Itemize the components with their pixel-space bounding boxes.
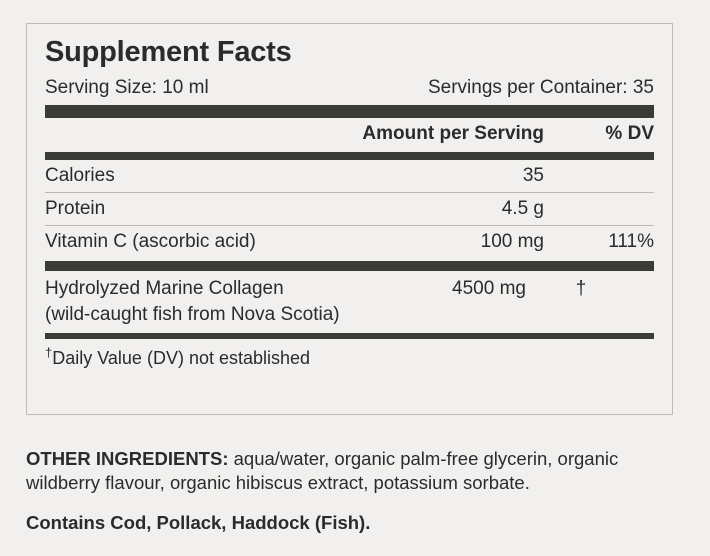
daily-value-footnote: †Daily Value (DV) not established: [45, 339, 654, 369]
divider-bar-top: [45, 104, 654, 118]
panel-inner: Supplement Facts Serving Size: 10 ml Ser…: [27, 36, 672, 369]
nutrient-amount: 35: [522, 164, 544, 186]
row-separator: [45, 191, 654, 193]
nutrient-dv: 111%: [608, 230, 654, 252]
other-ingredients-label: OTHER INGREDIENTS:: [26, 448, 229, 469]
nutrient-amount: 100 mg: [480, 230, 544, 252]
nutrient-name: Protein: [45, 197, 106, 219]
other-ingredients-block: OTHER INGREDIENTS: aqua/water, organic p…: [26, 447, 686, 494]
table-row: Protein 4.5 g: [45, 193, 654, 225]
divider-bar-bottom: [45, 332, 654, 339]
divider-bar-headers: [45, 151, 654, 160]
ingredient-name: Hydrolyzed Marine Collagen: [45, 277, 284, 299]
amount-per-serving-header: Amount per Serving: [362, 122, 544, 144]
serving-info-row: Serving Size: 10 ml Servings per Contain…: [45, 77, 654, 99]
servings-per-container: Servings per Container: 35: [427, 76, 654, 98]
allergen-contains-statement: Contains Cod, Pollack, Haddock (Fish).: [26, 512, 371, 533]
nutrient-amount: 4.5 g: [501, 197, 544, 219]
supplement-facts-panel: Supplement Facts Serving Size: 10 ml Ser…: [26, 23, 673, 415]
panel-title: Supplement Facts: [45, 36, 292, 68]
ingredient-source-note: (wild-caught fish from Nova Scotia): [45, 303, 340, 325]
nutrient-name: Vitamin C (ascorbic acid): [45, 230, 256, 252]
percent-dv-header: % DV: [605, 122, 654, 144]
table-row: Vitamin C (ascorbic acid) 100 mg 111%: [45, 226, 654, 258]
serving-size: Serving Size: 10 ml: [45, 76, 209, 98]
table-row: Calories 35: [45, 160, 654, 192]
footnote-dagger-symbol: †: [45, 344, 53, 360]
ingredient-dv-symbol: †: [575, 277, 587, 299]
cut-off-text-line: [26, 548, 626, 556]
nutrient-name: Calories: [45, 164, 115, 186]
divider-bar-middle: [45, 260, 654, 271]
row-separator: [45, 224, 654, 226]
footnote-text: Daily Value (DV) not established: [52, 347, 311, 368]
column-headers-row: Amount per Serving % DV: [45, 118, 654, 148]
ingredient-amount: 4500 mg: [452, 277, 526, 299]
table-row-highlight: Hydrolyzed Marine Collagen 4500 mg †: [45, 271, 654, 303]
other-ingredients-text: aqua/water, organic palm-free glycerin, …: [26, 448, 619, 493]
